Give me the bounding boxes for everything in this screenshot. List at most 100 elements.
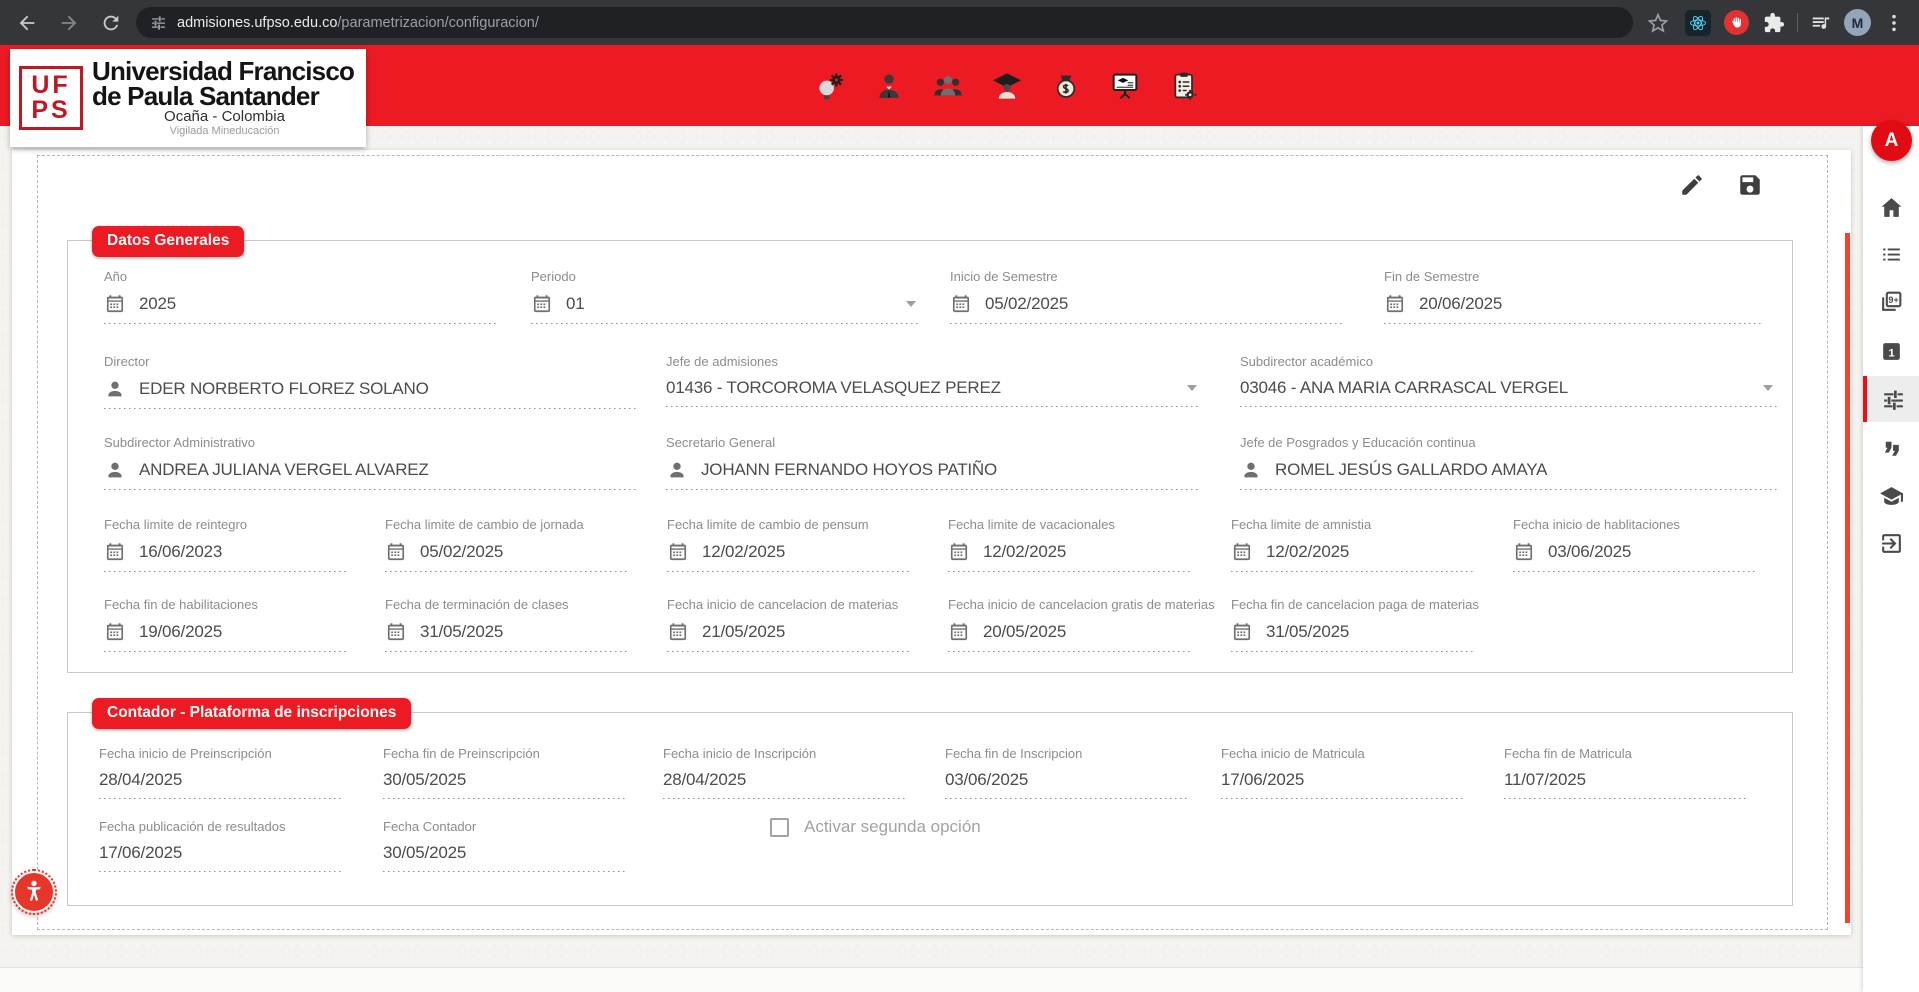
- idea-gears-icon[interactable]: [813, 69, 847, 103]
- sidebar-item-school[interactable]: [1871, 476, 1911, 516]
- fin-preinscripcion-input[interactable]: 30/05/2025: [383, 770, 628, 799]
- url-host: admisiones.ufpso.edu.co: [177, 14, 338, 31]
- graduate-icon[interactable]: [990, 69, 1024, 103]
- field-inicio-inscripcion: Fecha inicio de Inscripción 28/04/2025: [663, 746, 908, 799]
- field-fecha-amnistia: Fecha limite de amnistia 12/02/2025: [1231, 517, 1476, 572]
- fecha-cancelacion-paga-input[interactable]: 31/05/2025: [1231, 621, 1476, 652]
- sidebar-item-nine-plus[interactable]: 9+: [1871, 281, 1911, 321]
- clipboard-gear-icon[interactable]: [1167, 69, 1201, 103]
- calendar-icon: [667, 621, 689, 643]
- extensions-puzzle-icon[interactable]: [1759, 8, 1789, 38]
- save-icon[interactable]: [1737, 172, 1763, 198]
- sidebar-item-one[interactable]: 1: [1871, 331, 1911, 371]
- sidebar-item-home[interactable]: [1871, 187, 1911, 227]
- field-fin-semestre: Fin de Semestre 20/06/2025: [1384, 269, 1761, 324]
- secretario-general-input[interactable]: JOHANN FERNANDO HOYOS PATIÑO: [666, 459, 1201, 490]
- fecha-terminacion-clases-input[interactable]: 31/05/2025: [385, 621, 630, 652]
- field-fecha-cancelacion-materias: Fecha inicio de cancelacion de materias 2…: [667, 597, 912, 652]
- sidebar-item-quotes[interactable]: [1871, 428, 1911, 468]
- reload-icon[interactable]: [94, 6, 128, 40]
- sidebar-item-list[interactable]: [1871, 234, 1911, 274]
- url-bar[interactable]: admisiones.ufpso.edu.co/parametrizacion/…: [136, 7, 1633, 38]
- site-settings-icon[interactable]: [150, 14, 167, 31]
- university-logo: UF PS Universidad Francisco de Paula San…: [10, 49, 366, 147]
- browser-profile-avatar[interactable]: M: [1844, 9, 1871, 36]
- field-fecha-fin-habilitaciones: Fecha fin de habilitaciones 19/06/2025: [104, 597, 349, 652]
- back-icon[interactable]: [10, 6, 44, 40]
- inicio-semestre-input[interactable]: 05/02/2025: [950, 293, 1343, 324]
- fecha-inicio-habilitaciones-input[interactable]: 03/06/2025: [1513, 541, 1758, 572]
- fecha-fin-habilitaciones-input[interactable]: 19/06/2025: [104, 621, 349, 652]
- fecha-contador-input[interactable]: 30/05/2025: [383, 843, 628, 872]
- calendar-icon: [104, 293, 126, 315]
- fecha-cambio-jornada-input[interactable]: 05/02/2025: [385, 541, 630, 572]
- field-subdirector-administrativo: Subdirector Administrativo ANDREA JULIANA…: [104, 435, 639, 490]
- checkbox-label: Activar segunda opción: [804, 817, 981, 836]
- person-icon: [666, 459, 688, 481]
- sidebar-item-configuracion[interactable]: [1863, 376, 1919, 422]
- fecha-vacacionales-input[interactable]: 12/02/2025: [948, 541, 1193, 572]
- publicacion-resultados-input[interactable]: 17/06/2025: [99, 843, 344, 872]
- fin-inscripcion-input[interactable]: 03/06/2025: [945, 770, 1190, 799]
- calendar-icon: [104, 541, 126, 563]
- presentation-icon[interactable]: [1108, 69, 1142, 103]
- section-datos-generales: Datos Generales Año 2025 Periodo 01 Inicio…: [67, 226, 1793, 673]
- field-subdirector-academico: Subdirector académico 03046 - ANA MARIA C…: [1240, 354, 1777, 407]
- checkbox-box[interactable]: [770, 817, 789, 837]
- jefe-posgrados-input[interactable]: ROMEL JESÚS GALLARDO AMAYA: [1240, 459, 1777, 490]
- filter-9-plus-icon: 9+: [1881, 291, 1901, 311]
- logo-line2: de Paula Santander: [92, 80, 320, 111]
- filter-1-icon: 1: [1882, 342, 1900, 360]
- fecha-amnistia-input[interactable]: 12/02/2025: [1231, 541, 1476, 572]
- bookmark-star-icon[interactable]: [1641, 6, 1675, 40]
- calendar-icon: [385, 541, 407, 563]
- url-path: /parametrizacion/configuracion/: [337, 14, 539, 31]
- periodo-select[interactable]: 01: [531, 293, 920, 324]
- person-icon[interactable]: [872, 69, 906, 103]
- field-fecha-cancelacion-gratis: Fecha inicio de cancelacion gratis de ma…: [948, 597, 1215, 652]
- calendar-icon: [104, 621, 126, 643]
- fecha-cancelacion-materias-input[interactable]: 21/05/2025: [667, 621, 912, 652]
- subdirector-administrativo-input[interactable]: ANDREA JULIANA VERGEL ALVAREZ: [104, 459, 639, 490]
- logo-line4: Vigilada Mineducación: [169, 124, 280, 137]
- graduation-icon: [1879, 484, 1904, 509]
- accessibility-widget-button[interactable]: [11, 869, 57, 915]
- blocker-extension-icon[interactable]: [1721, 8, 1751, 38]
- director-input[interactable]: EDER NORBERTO FLOREZ SOLANO: [104, 378, 639, 409]
- edit-pencil-icon[interactable]: [1679, 172, 1705, 198]
- ano-input[interactable]: 2025: [104, 293, 496, 324]
- field-fecha-cambio-pensum: Fecha limite de cambio de pensum 12/02/20…: [667, 517, 912, 572]
- react-devtools-extension-icon[interactable]: [1683, 8, 1713, 38]
- jefe-admisiones-select[interactable]: 01436 - TORCOROMA VELASQUEZ PEREZ: [666, 378, 1201, 407]
- ufps-emblem: UF PS: [19, 66, 83, 130]
- sidebar-item-exit[interactable]: [1871, 523, 1911, 563]
- inicio-inscripcion-input[interactable]: 28/04/2025: [663, 770, 908, 799]
- fecha-cancelacion-gratis-input[interactable]: 20/05/2025: [948, 621, 1193, 652]
- browser-menu-icon[interactable]: [1879, 8, 1909, 38]
- money-bag-icon[interactable]: [1049, 69, 1083, 103]
- fecha-reintegro-input[interactable]: 16/06/2023: [104, 541, 349, 572]
- field-fin-matricula: Fecha fin de Matricula 11/07/2025: [1504, 746, 1749, 799]
- inicio-matricula-input[interactable]: 17/06/2025: [1221, 770, 1466, 799]
- calendar-icon: [950, 293, 972, 315]
- user-avatar[interactable]: A: [1871, 120, 1912, 161]
- forward-icon[interactable]: [52, 6, 86, 40]
- scrollbar-thumb[interactable]: [1845, 233, 1850, 923]
- calendar-icon: [1231, 621, 1253, 643]
- fin-matricula-input[interactable]: 11/07/2025: [1504, 770, 1749, 799]
- page-background: Datos Generales Año 2025 Periodo 01 Inicio…: [0, 120, 1919, 992]
- queue-icon[interactable]: [1806, 8, 1836, 38]
- accessibility-icon: [20, 878, 48, 906]
- calendar-icon: [1231, 541, 1253, 563]
- field-fecha-terminacion-clases: Fecha de terminación de clases 31/05/2025: [385, 597, 630, 652]
- calendar-icon: [1384, 293, 1406, 315]
- segunda-opcion-checkbox[interactable]: Activar segunda opción: [770, 817, 981, 837]
- field-fecha-cancelacion-paga: Fecha fin de cancelacion paga de materia…: [1231, 597, 1479, 652]
- fin-semestre-input[interactable]: 20/06/2025: [1384, 293, 1761, 324]
- logo-line1: Universidad Francisco: [92, 55, 355, 86]
- subdirector-academico-select[interactable]: 03046 - ANA MARIA CARRASCAL VERGEL: [1240, 378, 1777, 407]
- field-jefe-admisiones: Jefe de admisiones 01436 - TORCOROMA VELA…: [666, 354, 1201, 407]
- fecha-cambio-pensum-input[interactable]: 12/02/2025: [667, 541, 912, 572]
- group-icon[interactable]: [931, 69, 965, 103]
- inicio-preinscripcion-input[interactable]: 28/04/2025: [99, 770, 344, 799]
